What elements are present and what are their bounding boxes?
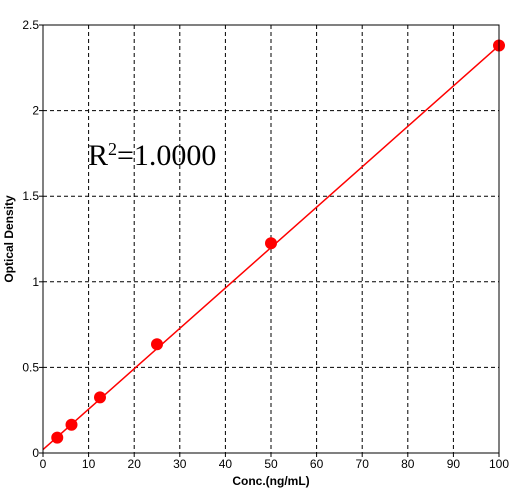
r-squared-annotation: R2=1.0000 (88, 139, 216, 172)
y-axis-ticks: 0 0.5 1 1.5 2 2.5 (22, 18, 43, 460)
x-tick-label: 60 (310, 457, 324, 471)
x-tick-label: 50 (264, 457, 278, 471)
x-tick-label: 80 (401, 457, 415, 471)
data-point (65, 418, 78, 431)
y-axis-title: Optical Density (2, 195, 16, 283)
y-tick-label: 2.5 (22, 18, 39, 32)
r-squared-prefix: R (88, 139, 108, 172)
x-tick-label: 10 (82, 457, 96, 471)
data-point (151, 338, 163, 351)
data-points (51, 39, 505, 444)
plot-border (42, 24, 500, 454)
y-tick-label: 2 (32, 104, 39, 118)
x-tick-label: 20 (128, 457, 142, 471)
y-tick-label: 0 (32, 446, 39, 460)
x-tick-label: 100 (489, 457, 509, 471)
data-point (51, 431, 64, 444)
y-tick-label: 1.5 (22, 189, 39, 203)
x-axis-title: Conc.(ng/mL) (232, 474, 309, 488)
x-tick-label: 30 (173, 457, 187, 471)
r-squared-superscript: 2 (108, 139, 117, 159)
data-point (265, 237, 277, 250)
x-tick-label: 70 (356, 457, 370, 471)
x-axis-ticks: 0 10 20 30 40 50 60 70 80 90 100 (40, 453, 509, 471)
data-point (94, 391, 106, 404)
y-tick-label: 0.5 (22, 360, 39, 374)
x-tick-label: 90 (447, 457, 461, 471)
x-tick-label: 0 (40, 457, 47, 471)
x-tick-label: 40 (219, 457, 233, 471)
y-tick-label: 1 (32, 275, 39, 289)
r-squared-value: =1.0000 (117, 139, 216, 172)
grid-lines (43, 25, 499, 453)
